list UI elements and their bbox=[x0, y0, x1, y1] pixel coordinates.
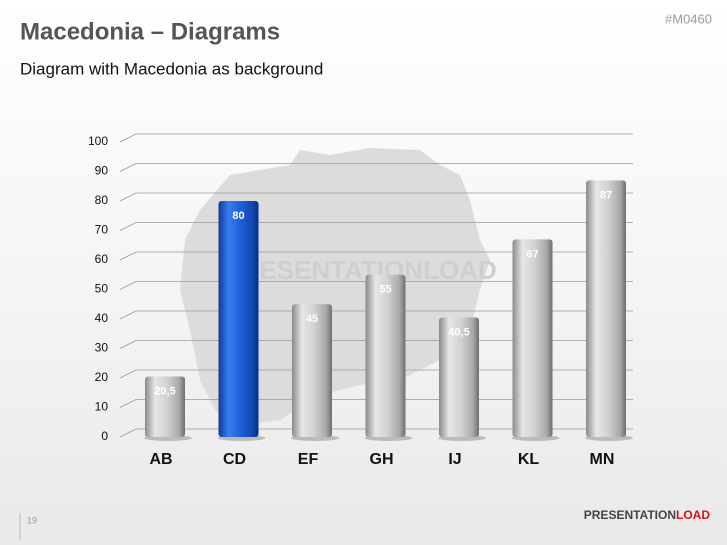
value-label: 87 bbox=[600, 189, 612, 201]
x-tick-label: EF bbox=[298, 451, 319, 468]
slide-code: #M0460 bbox=[665, 11, 712, 26]
bar bbox=[365, 274, 406, 437]
grid-line bbox=[119, 251, 633, 261]
value-label: 80 bbox=[232, 210, 244, 222]
y-tick-label: 10 bbox=[95, 400, 109, 414]
y-tick-label: 90 bbox=[95, 164, 109, 178]
y-tick-label: 70 bbox=[95, 223, 109, 237]
bar bbox=[145, 376, 185, 437]
value-label: 67 bbox=[526, 248, 538, 260]
logo: PRESENTATIONLOAD bbox=[584, 508, 711, 522]
value-label: 20,5 bbox=[154, 385, 175, 397]
x-tick-label: MN bbox=[590, 451, 615, 468]
bar bbox=[218, 201, 259, 437]
y-tick-label: 20 bbox=[95, 370, 109, 384]
bar bbox=[512, 239, 553, 437]
grid-line bbox=[119, 281, 633, 290]
value-label: 45 bbox=[306, 313, 318, 325]
y-tick-label: 80 bbox=[95, 193, 109, 207]
x-tick-label: CD bbox=[223, 451, 246, 468]
grid-line bbox=[119, 222, 633, 231]
y-tick-label: 50 bbox=[95, 282, 109, 296]
y-tick-label: 30 bbox=[95, 341, 109, 355]
chart: 0 10 20 30 40 50 60 70 80 90 100 AB 20,5 CD 80 EF 45 GH 55… bbox=[88, 133, 633, 468]
y-tick-label: 0 bbox=[101, 429, 108, 443]
x-tick-label: AB bbox=[149, 451, 172, 468]
grid-line bbox=[119, 163, 633, 172]
logo-dark: PRESENTATION bbox=[584, 508, 676, 522]
slide-subtitle: Diagram with Macedonia as background bbox=[20, 59, 323, 78]
grid-line bbox=[119, 192, 633, 202]
watermark: PRESENTATIONLOAD bbox=[223, 255, 496, 285]
y-tick-label: 60 bbox=[95, 252, 109, 266]
bar bbox=[439, 317, 479, 437]
y-tick-label: 40 bbox=[95, 311, 109, 325]
x-tick-label: GH bbox=[370, 451, 394, 468]
page-number: 19 bbox=[27, 515, 37, 525]
bar bbox=[586, 180, 626, 437]
slide-title: Macedonia – Diagrams bbox=[20, 18, 280, 45]
bar bbox=[292, 304, 332, 437]
grid-line bbox=[119, 133, 633, 143]
x-tick-label: KL bbox=[518, 451, 540, 468]
logo-red: LOAD bbox=[676, 508, 710, 522]
grid-line bbox=[119, 310, 633, 320]
value-label: 55 bbox=[379, 284, 391, 296]
value-label: 40,5 bbox=[448, 326, 469, 338]
x-tick-label: IJ bbox=[448, 451, 461, 468]
y-tick-label: 100 bbox=[88, 134, 108, 148]
